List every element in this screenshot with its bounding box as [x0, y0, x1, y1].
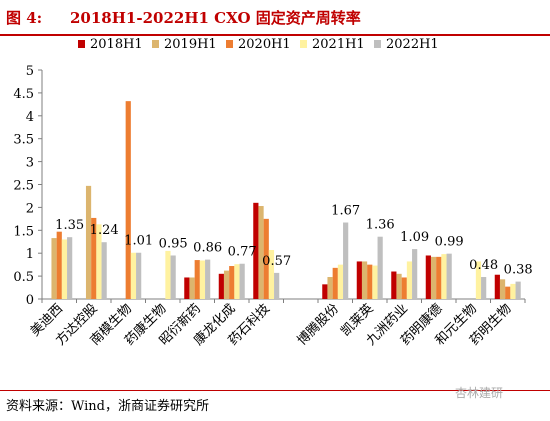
bar	[136, 252, 142, 299]
legend-swatch	[78, 40, 85, 48]
bar	[505, 286, 511, 299]
bar	[436, 256, 442, 299]
y-tick-label: 5	[26, 64, 34, 79]
data-label: 1.01	[124, 234, 153, 249]
figure-title: 2018H1-2022H1 CXO 固定资产周转率	[70, 9, 361, 27]
y-tick-label: 1	[26, 247, 34, 262]
bar	[165, 250, 171, 299]
bar	[332, 267, 338, 299]
bar	[401, 277, 407, 299]
y-tick-label: 2.5	[13, 179, 34, 194]
bar	[327, 277, 333, 299]
bar	[56, 231, 62, 299]
y-tick-label: 0.5	[13, 270, 34, 285]
y-tick-label: 4	[26, 110, 34, 125]
y-tick-label: 3	[26, 156, 34, 171]
legend-swatch	[152, 40, 159, 48]
figure-number: 图 4:	[6, 9, 43, 27]
legend-label: 2018H1	[90, 37, 143, 52]
bar	[229, 266, 235, 299]
bar	[356, 261, 362, 299]
bar	[125, 101, 131, 299]
bar	[234, 264, 240, 299]
bar	[494, 274, 500, 299]
data-label: 0.38	[504, 263, 533, 278]
bar	[377, 236, 383, 299]
bar	[510, 283, 516, 299]
bar	[343, 222, 349, 299]
data-label: 0.86	[193, 241, 222, 256]
bar	[372, 265, 378, 299]
bar	[170, 255, 176, 299]
legend-label: 2021H1	[312, 37, 365, 52]
bar	[361, 261, 368, 299]
bar	[446, 253, 452, 299]
bar	[515, 281, 521, 299]
bar	[130, 252, 137, 299]
legend-swatch	[300, 40, 307, 48]
bar	[481, 277, 487, 299]
bar	[337, 264, 344, 299]
bar	[268, 249, 275, 299]
x-category-label: 博腾股份	[294, 301, 342, 349]
data-label: 0.77	[228, 245, 257, 260]
y-tick-label: 3.5	[13, 133, 34, 148]
bar	[396, 273, 402, 299]
y-tick-label: 2	[26, 201, 34, 216]
bar	[96, 224, 102, 299]
bar	[367, 264, 373, 299]
bar	[205, 259, 211, 299]
watermark: 杏林建研	[455, 386, 504, 400]
bottom-rule	[0, 390, 550, 391]
bar	[189, 277, 195, 299]
bar	[253, 202, 259, 299]
bar	[51, 238, 57, 299]
bar	[475, 261, 482, 299]
bar	[274, 272, 280, 299]
data-label: 0.99	[435, 235, 464, 250]
legend-swatch	[374, 40, 381, 48]
bar	[184, 277, 190, 299]
bar	[412, 249, 418, 299]
legend-swatch	[226, 40, 233, 48]
bar	[406, 261, 413, 299]
data-label: 0.57	[262, 254, 291, 269]
legend-label: 2019H1	[164, 37, 217, 52]
bar	[91, 217, 97, 299]
bar	[239, 263, 245, 299]
data-label: 1.24	[90, 223, 119, 238]
data-label: 1.09	[400, 230, 429, 245]
bar	[67, 237, 73, 299]
y-tick-label: 1.5	[13, 224, 34, 239]
bar	[425, 255, 431, 299]
bar	[499, 279, 506, 299]
bar	[391, 271, 397, 299]
legend-label: 2022H1	[386, 37, 439, 52]
bar	[322, 284, 328, 299]
bar	[199, 260, 206, 299]
figure-title-bar: 图 4: 2018H1-2022H1 CXO 固定资产周转率	[0, 0, 550, 36]
data-label: 1.35	[55, 218, 84, 233]
bar	[101, 242, 107, 299]
data-label: 0.48	[469, 258, 498, 273]
bar	[263, 218, 269, 299]
legend-label: 2020H1	[238, 37, 291, 52]
bar	[85, 185, 92, 299]
source-note: 资料来源：Wind，浙商证券研究所	[6, 399, 209, 414]
bar	[223, 270, 230, 299]
y-tick-label: 0	[26, 293, 34, 308]
bar	[441, 254, 447, 299]
bar	[61, 239, 68, 299]
data-label: 1.36	[366, 218, 395, 233]
bar	[218, 273, 224, 299]
bar	[430, 256, 437, 299]
bar	[194, 260, 200, 299]
y-tick-label: 4.5	[13, 87, 34, 102]
data-label: 0.95	[159, 236, 188, 251]
bar	[258, 206, 264, 299]
bar-chart: 00.511.522.533.544.55美迪西方达控股南模生物药康生物昭衍新药…	[13, 37, 533, 349]
data-label: 1.67	[331, 204, 360, 219]
